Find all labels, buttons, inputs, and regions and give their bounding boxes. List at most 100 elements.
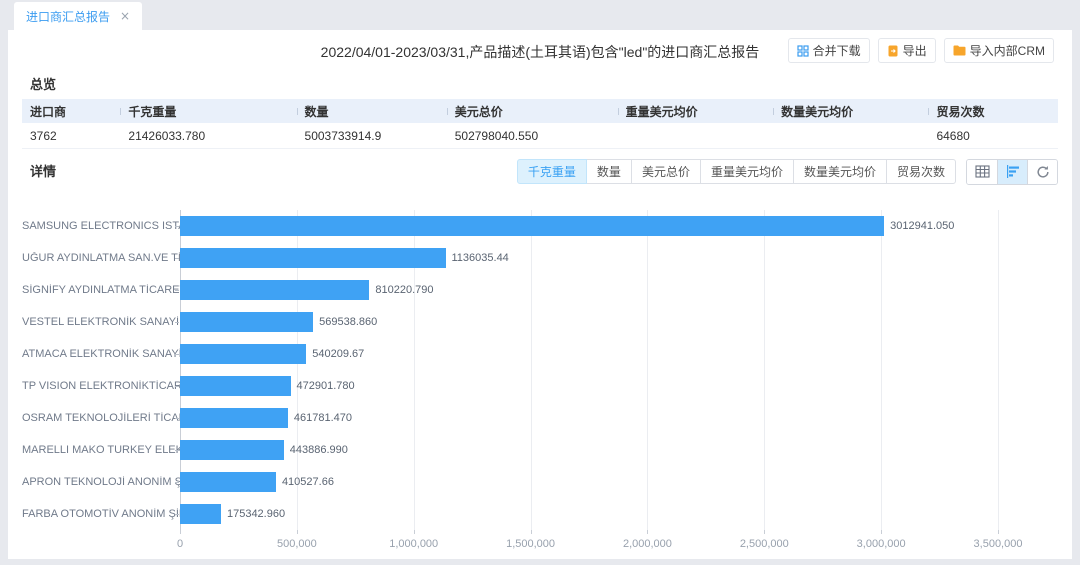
category-label: MARELLI MAKO TURKEY ELEKTRİK S... [22,444,180,456]
tab-bar: 进口商汇总报告 × [0,0,1080,30]
bar[interactable] [180,504,221,524]
chart-row: SAMSUNG ELECTRONICS ISTANBUL P...3012941… [22,210,1058,242]
bar-area: 540209.67 [180,338,998,370]
details-section-title: 详情 [22,157,64,186]
bar-area: 443886.990 [180,434,998,466]
axis-tick [998,530,999,534]
refresh-icon[interactable] [1027,160,1057,184]
chart-rows: SAMSUNG ELECTRONICS ISTANBUL P...3012941… [22,210,1058,530]
metric-tab-quantity[interactable]: 数量 [586,159,632,184]
axis-tick [180,530,181,534]
axis-tick-label: 500,000 [277,538,317,550]
bar-value-label: 461781.470 [294,412,352,424]
col-usd-total: 美元总价 [447,103,618,120]
val-quantity: 5003733914.9 [297,129,447,143]
bar-area: 472901.780 [180,370,998,402]
merge-download-button[interactable]: 合并下载 [788,38,870,63]
bar-value-label: 540209.67 [312,348,364,360]
axis-tick-label: 2,500,000 [740,538,789,550]
axis-tick-label: 3,000,000 [857,538,906,550]
bar-value-label: 443886.990 [290,444,348,456]
metric-tab-group: 千克重量 数量 美元总价 重量美元均价 数量美元均价 贸易次数 [517,159,956,184]
bar-value-label: 1136035.44 [452,252,509,264]
axis-tick-label: 2,000,000 [623,538,672,550]
view-switch-group [966,159,1058,185]
col-kg-weight: 千克重量 [120,103,296,120]
axis-tick-label: 0 [177,538,183,550]
table-view-icon[interactable] [967,160,997,184]
col-importer: 进口商 [22,103,120,120]
bar-value-label: 472901.780 [297,380,355,392]
bar[interactable] [180,440,284,460]
category-label: ATMACA ELEKTRONİK SANAYİ VE Tİ... [22,348,180,360]
bar-value-label: 175342.960 [227,508,285,520]
axis-tick [881,530,882,534]
category-label: VESTEL ELEKTRONİK SANAYİ VE Tİ... [22,316,180,328]
bar[interactable] [180,344,306,364]
category-label: APRON TEKNOLOJİ ANONİM ŞİRKETİ [22,476,180,488]
tab-label: 进口商汇总报告 [26,8,110,25]
overview-table: 进口商 千克重量 数量 美元总价 重量美元均价 数量美元均价 贸易次数 3762… [22,99,1058,149]
col-usd-per-weight: 重量美元均价 [618,103,773,120]
axis-tick [414,530,415,534]
axis-tick-label: 1,000,000 [389,538,438,550]
val-importer: 3762 [22,129,120,143]
chart-row: VESTEL ELEKTRONİK SANAYİ VE Tİ... 569538.… [22,306,1058,338]
overview-header-row: 进口商 千克重量 数量 美元总价 重量美元均价 数量美元均价 贸易次数 [22,99,1058,123]
report-header: 2022/04/01-2023/03/31,产品描述(土耳其语)包含"led"的… [22,30,1058,70]
export-button[interactable]: 导出 [878,38,936,63]
export-icon [887,45,899,57]
chart-row: SİGNİFY AYDINLATMA TİCARET ANO...810220.… [22,274,1058,306]
col-trade-count: 贸易次数 [928,103,1058,120]
export-label: 导出 [903,42,927,59]
merge-download-label: 合并下载 [813,42,861,59]
col-usd-per-qty: 数量美元均价 [773,103,928,120]
bar[interactable] [180,248,446,268]
bar[interactable] [180,472,276,492]
import-crm-folder-icon [953,45,966,56]
bar-value-label: 569538.860 [319,316,377,328]
bar[interactable] [180,312,313,332]
metric-tab-trade-count[interactable]: 贸易次数 [886,159,956,184]
bar-chart-view-icon[interactable] [997,160,1027,184]
col-quantity: 数量 [297,103,447,120]
axis-tick [764,530,765,534]
metric-tab-usd-per-qty[interactable]: 数量美元均价 [793,159,887,184]
val-kg-weight: 21426033.780 [120,129,296,143]
axis-tick [297,530,298,534]
category-label: OSRAM TEKNOLOJİLERİ TİCARET AN... [22,412,180,424]
header-actions: 合并下载 导出 导入内部CRM [788,38,1054,63]
bar[interactable] [180,216,884,236]
tab-import-summary-report[interactable]: 进口商汇总报告 × [14,2,142,30]
report-card: 2022/04/01-2023/03/31,产品描述(土耳其语)包含"led"的… [8,30,1072,559]
chart-row: FARBA OTOMOTİV ANONİM ŞİRKETİ 175342.960 [22,498,1058,530]
category-label: SAMSUNG ELECTRONICS ISTANBUL P... [22,220,180,232]
axis-tick [647,530,648,534]
axis-tick [531,530,532,534]
category-label: TP VISION ELEKTRONİKTİCARET AN... [22,380,180,392]
metric-tab-usd-per-weight[interactable]: 重量美元均价 [700,159,794,184]
import-crm-button[interactable]: 导入内部CRM [944,38,1054,63]
bar-area: 410527.66 [180,466,998,498]
metric-tab-kg-weight[interactable]: 千克重量 [517,159,587,184]
bar[interactable] [180,408,288,428]
bar-area: 1136035.44 [180,242,998,274]
bar[interactable] [180,376,291,396]
x-axis: 0500,0001,000,0001,500,0002,000,0002,500… [180,530,998,556]
merge-download-icon [797,45,809,57]
axis-tick-label: 3,500,000 [974,538,1023,550]
bar-area: 175342.960 [180,498,998,530]
details-toolbar: 详情 千克重量 数量 美元总价 重量美元均价 数量美元均价 贸易次数 [22,157,1058,186]
bar-area: 3012941.050 [180,210,998,242]
chart-row: UĞUR AYDINLATMA SAN.VE TİC.LTD...1136035… [22,242,1058,274]
bar-area: 569538.860 [180,306,998,338]
bar[interactable] [180,280,369,300]
chart-row: APRON TEKNOLOJİ ANONİM ŞİRKETİ410527.66 [22,466,1058,498]
overview-data-row: 3762 21426033.780 5003733914.9 502798040… [22,123,1058,149]
metric-tab-usd-total[interactable]: 美元总价 [631,159,701,184]
chart-row: ATMACA ELEKTRONİK SANAYİ VE Tİ... 540209.… [22,338,1058,370]
category-label: FARBA OTOMOTİV ANONİM ŞİRKETİ [22,508,180,520]
category-label: SİGNİFY AYDINLATMA TİCARET ANO... [22,284,180,296]
chart-row: TP VISION ELEKTRONİKTİCARET AN... 472901.… [22,370,1058,402]
close-icon[interactable]: × [120,9,130,23]
